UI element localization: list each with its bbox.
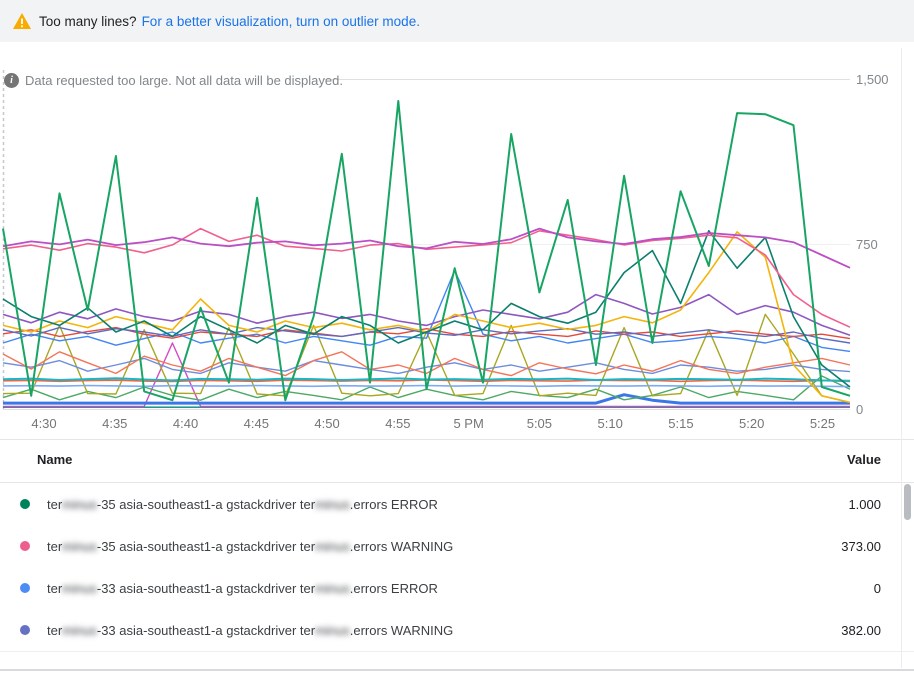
series-lines xyxy=(2,100,851,408)
legend-header-value: Value xyxy=(847,452,881,467)
banner-message: Too many lines? xyxy=(39,13,137,29)
y-axis-label-1500: 1,500 xyxy=(856,72,889,87)
legend-row[interactable]: terminus-35 asia-southeast1-a gstackdriv… xyxy=(0,525,914,567)
scrollbar-track xyxy=(901,48,902,668)
panel-bottom-border xyxy=(0,669,914,671)
legend-color-dot xyxy=(20,499,30,509)
legend-row-value: 1.000 xyxy=(848,496,881,512)
x-axis-label: 5:15 xyxy=(668,416,694,431)
series-line-magenta xyxy=(2,227,851,269)
series-line-royal-blue-flat xyxy=(3,393,850,405)
legend-row-name: terminus-33 asia-southeast1-a gstackdriv… xyxy=(47,580,438,596)
notice-text: Data requested too large. Not all data w… xyxy=(25,73,343,88)
series-line-soft-blue xyxy=(2,357,851,375)
legend-row-value: 373.00 xyxy=(841,538,881,554)
series-line-purple xyxy=(2,293,851,337)
series-line-amber xyxy=(2,231,851,404)
warning-icon xyxy=(13,13,31,29)
series-line-green xyxy=(2,100,851,402)
series-line-red xyxy=(2,326,851,340)
series-line-coral xyxy=(2,351,851,377)
x-axis-label: 5 PM xyxy=(453,416,484,431)
series-line-dark-teal xyxy=(2,230,851,388)
info-icon: i xyxy=(4,73,19,88)
x-axis-label: 4:30 xyxy=(31,416,57,431)
y-axis-label-750: 750 xyxy=(856,237,878,252)
x-axis-label: 4:55 xyxy=(385,416,411,431)
legend-row[interactable]: terminus-35 asia-southeast1-a gstackdriv… xyxy=(0,483,914,525)
outlier-mode-link[interactable]: For a better visualization, turn on outl… xyxy=(141,13,420,29)
series-line-blue xyxy=(2,269,851,353)
legend-row-name: terminus-35 asia-southeast1-a gstackdriv… xyxy=(47,496,438,512)
x-axis-label: 4:40 xyxy=(172,416,199,431)
legend-row-value: 0 xyxy=(873,580,881,596)
y-axis-label-0: 0 xyxy=(856,402,864,417)
x-axis-label: 4:35 xyxy=(102,416,128,431)
warning-banner: Too many lines? For a better visualizati… xyxy=(0,0,914,42)
x-axis-label: 4:45 xyxy=(243,416,269,431)
legend-row-value: 382.00 xyxy=(841,622,881,638)
scrollbar-thumb[interactable] xyxy=(904,484,911,520)
x-axis-label: 5:20 xyxy=(739,416,765,431)
legend-header-divider xyxy=(0,482,914,483)
legend-color-dot xyxy=(20,541,30,551)
legend-row-divider xyxy=(0,651,914,652)
legend-row-name: terminus-33 asia-southeast1-a gstackdriv… xyxy=(47,622,454,638)
series-line-indigo xyxy=(2,326,851,344)
legend-header-name: Name xyxy=(37,452,73,467)
series-line-magenta-base xyxy=(3,342,850,408)
legend-top-divider xyxy=(0,439,914,440)
legend-color-dot xyxy=(20,625,30,635)
legend-row[interactable]: terminus-33 asia-southeast1-a gstackdriv… xyxy=(0,567,914,609)
legend-color-dot xyxy=(20,583,30,593)
x-axis-label: 5:05 xyxy=(526,416,553,431)
series-line-pink xyxy=(2,227,851,328)
timeseries-chart[interactable] xyxy=(0,0,914,441)
x-axis-label: 4:50 xyxy=(314,416,340,431)
legend-row-name: terminus-35 asia-southeast1-a gstackdriv… xyxy=(47,538,454,554)
legend-row[interactable]: terminus-33 asia-southeast1-a gstackdriv… xyxy=(0,609,914,651)
x-axis-label: 5:10 xyxy=(597,416,623,431)
x-axis-label: 5:25 xyxy=(809,416,836,431)
